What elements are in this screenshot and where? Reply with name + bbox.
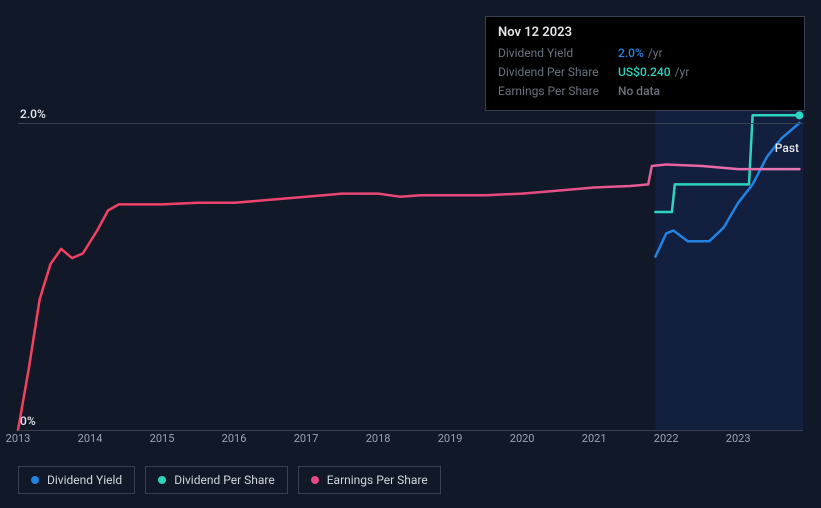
x-axis-label: 2023 (726, 432, 751, 445)
x-axis-label: 2013 (6, 432, 31, 445)
x-axis-label: 2022 (654, 432, 679, 445)
legend-label: Dividend Yield (47, 473, 122, 487)
x-axis-label: 2020 (510, 432, 535, 445)
x-axis-label: 2018 (366, 432, 391, 445)
tooltip-unit: /yr (675, 63, 690, 82)
y-axis-label: 2.0% (20, 107, 46, 121)
legend-dot (311, 476, 319, 484)
tooltip-row: Earnings Per Share No data (498, 82, 792, 101)
x-axis-label: 2015 (150, 432, 175, 445)
chart-svg (18, 100, 803, 430)
tooltip-label: Earnings Per Share (498, 82, 618, 101)
tooltip-label: Dividend Per Share (498, 63, 618, 82)
past-label: Past (775, 141, 799, 155)
tooltip-value: No data (618, 82, 660, 101)
legend-dot (158, 476, 166, 484)
legend-label: Earnings Per Share (327, 473, 428, 487)
series-end-marker (795, 111, 803, 119)
legend-label: Dividend Per Share (174, 473, 275, 487)
tooltip-date: Nov 12 2023 (498, 25, 792, 40)
tooltip-row: Dividend Per Share US$0.240 /yr (498, 63, 792, 82)
legend-item-dividend-per-share[interactable]: Dividend Per Share (145, 466, 288, 494)
x-axis-label: 2021 (582, 432, 607, 445)
x-axis-label: 2016 (222, 432, 247, 445)
tooltip-row: Dividend Yield 2.0% /yr (498, 44, 792, 63)
tooltip-unit: /yr (648, 44, 663, 63)
x-axis-label: 2019 (438, 432, 463, 445)
legend-dot (31, 476, 39, 484)
chart-plot-area[interactable]: 0% 2.0% Past (18, 100, 803, 430)
chart-legend: Dividend Yield Dividend Per Share Earnin… (18, 466, 441, 494)
x-axis-label: 2017 (294, 432, 319, 445)
chart-tooltip: Nov 12 2023 Dividend Yield 2.0% /yr Divi… (485, 16, 805, 111)
gridline (18, 430, 803, 431)
y-axis-label: 0% (20, 414, 36, 428)
gridline (18, 123, 803, 124)
tooltip-label: Dividend Yield (498, 44, 618, 63)
tooltip-value: US$0.240 (618, 63, 671, 82)
legend-item-dividend-yield[interactable]: Dividend Yield (18, 466, 135, 494)
tooltip-value: 2.0% (618, 44, 644, 63)
legend-item-earnings-per-share[interactable]: Earnings Per Share (298, 466, 441, 494)
x-axis-label: 2014 (78, 432, 103, 445)
x-axis: 2013201420152016201720182019202020212022… (18, 432, 803, 452)
